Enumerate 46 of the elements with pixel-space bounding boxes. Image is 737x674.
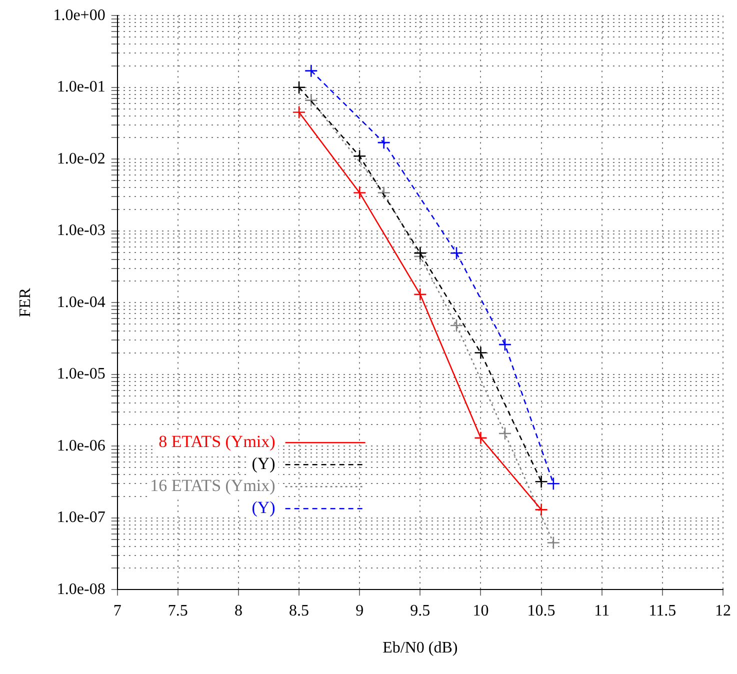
point [304, 94, 318, 107]
legend-label: (Y) [252, 454, 276, 474]
x-tick-label: 7 [113, 602, 122, 620]
point [377, 136, 390, 150]
x-tick-label: 11.5 [648, 602, 676, 620]
y-tick-label: 1.0e-06 [56, 437, 106, 454]
x-tick-label: 8.5 [289, 602, 310, 620]
x-tick-label: 11 [594, 602, 610, 620]
legend-label: (Y) [252, 498, 276, 518]
point [352, 149, 366, 163]
point [474, 346, 488, 360]
x-tick-label: 8 [234, 602, 242, 620]
point [534, 503, 548, 516]
y-tick-label: 1.0e-05 [56, 366, 106, 383]
point [304, 64, 318, 78]
y-tick-label: 1.0e-04 [56, 294, 106, 311]
point [352, 186, 366, 200]
legend-label: 16 ETATS (Ymix) [150, 476, 276, 496]
point [292, 106, 306, 119]
point [377, 186, 390, 200]
point [292, 80, 306, 94]
x-tick-label: 9.5 [410, 602, 430, 620]
y-tick-label: 1.0e-01 [56, 78, 106, 96]
point [414, 246, 427, 260]
y-tick-label: 1.0e+00 [53, 6, 106, 24]
y-axis-title: FER [16, 288, 34, 318]
x-tick-label: 12 [715, 602, 731, 620]
point [546, 476, 560, 490]
point [474, 431, 488, 445]
point [450, 318, 464, 332]
y-tick-label: 1.0e-08 [56, 580, 106, 598]
legend-label: 8 ETATS (Ymix) [158, 432, 276, 452]
point [498, 338, 512, 352]
y-tick-label: 1.0e-03 [56, 222, 106, 240]
x-tick-label: 7.5 [168, 602, 188, 620]
x-tick-label: 9 [356, 602, 364, 620]
y-tick-label: 1.0e-02 [56, 150, 106, 168]
x-tick-label: 10.5 [527, 602, 556, 620]
y-tick-label: 1.0e-07 [56, 509, 106, 526]
point [414, 288, 427, 302]
point [450, 246, 464, 260]
x-tick-label: 10 [472, 602, 489, 620]
point [534, 474, 548, 488]
x-axis-title: Eb/N0 (dB) [382, 640, 458, 657]
point [498, 426, 512, 440]
point [546, 536, 560, 550]
